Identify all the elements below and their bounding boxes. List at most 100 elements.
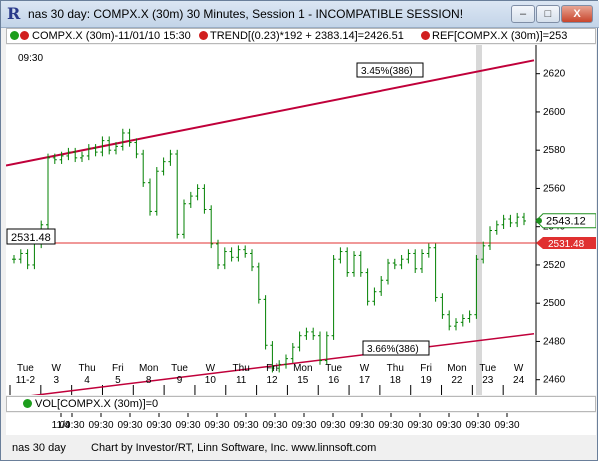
app-logo-icon: R bbox=[7, 4, 21, 23]
lower-pct-box bbox=[362, 340, 430, 356]
day-date-label: 5 bbox=[115, 375, 121, 386]
volume-dot-icon[interactable] bbox=[23, 399, 32, 408]
legend-trend-text[interactable]: TREND[(0.23)*192 + 2383.14]=2426.51 bbox=[210, 30, 404, 42]
time-tick-label: 09:30 bbox=[291, 420, 316, 431]
status-footer: nas 30 day Chart by Investor/RT, Linn So… bbox=[6, 437, 596, 457]
day-name-label: Tue bbox=[171, 363, 188, 374]
day-date-label: 3 bbox=[53, 375, 59, 386]
ref-dot-icon[interactable] bbox=[421, 31, 430, 40]
day-name-label: W bbox=[514, 363, 524, 374]
symbol-green-dot-icon[interactable] bbox=[10, 31, 19, 40]
volume-label[interactable]: VOL[COMPX.X (30m)]=0 bbox=[35, 398, 159, 410]
volume-pane[interactable]: VOL[COMPX.X (30m)]=0 bbox=[6, 396, 596, 412]
candlestick-series bbox=[12, 128, 526, 373]
last-price-marker bbox=[536, 217, 542, 224]
day-date-label: 23 bbox=[482, 375, 494, 386]
lower-pct-label: 3.66%(386) bbox=[367, 344, 419, 355]
day-date-label: 15 bbox=[297, 375, 309, 386]
day-date-label: 10 bbox=[205, 375, 217, 386]
trend-dot-icon[interactable] bbox=[199, 31, 208, 40]
day-date-label: 12 bbox=[266, 375, 278, 386]
day-name-label: Fri bbox=[420, 363, 432, 374]
title-bar[interactable]: R nas 30 day: COMPX.X (30m) 30 Minutes, … bbox=[1, 1, 599, 28]
time-tick-label: 09:30 bbox=[175, 420, 200, 431]
top-time-label: 09:30 bbox=[18, 53, 43, 64]
time-tick-label: 09:30 bbox=[88, 420, 113, 431]
legend-symbol-text[interactable]: COMPX.X (30m)-11/01/10 15:30 bbox=[32, 30, 191, 42]
price-tick-label: 2560 bbox=[543, 183, 566, 194]
price-chart[interactable]: 246024802500252025402560258026002620 09:… bbox=[5, 45, 597, 400]
day-date-label: 16 bbox=[328, 375, 340, 386]
price-tick-label: 2480 bbox=[543, 336, 566, 347]
day-date-label: 9 bbox=[177, 375, 183, 386]
time-tick-label: 09:30 bbox=[494, 420, 519, 431]
day-name-label: W bbox=[206, 363, 216, 374]
price-chart-pane[interactable]: 246024802500252025402560258026002620 09:… bbox=[5, 45, 597, 400]
time-tick-label: 09:30 bbox=[407, 420, 432, 431]
day-name-label: Mon bbox=[293, 363, 312, 374]
symbol-red-dot-icon[interactable] bbox=[20, 31, 29, 40]
minimize-button[interactable]: – bbox=[511, 5, 535, 23]
day-separators bbox=[9, 385, 504, 395]
legend-ref-text[interactable]: REF[COMPX.X (30m)]=253 bbox=[432, 30, 568, 42]
time-tick-label: 09:30 bbox=[320, 420, 345, 431]
day-labels: Tue11-2W3Thu4Fri5Mon8Tue9W10Thu11Fri12Mo… bbox=[16, 363, 525, 386]
day-name-label: Mon bbox=[447, 363, 466, 374]
ref-left-label: 2531.48 bbox=[11, 232, 51, 244]
day-date-label: 4 bbox=[84, 375, 90, 386]
price-tick-label: 2600 bbox=[543, 107, 566, 118]
chart-legend-bar: COMPX.X (30m)-11/01/10 15:30 TREND[(0.23… bbox=[6, 28, 596, 44]
day-name-label: Mon bbox=[139, 363, 158, 374]
ref-price-label: 2531.48 bbox=[548, 239, 585, 250]
footer-credit: Chart by Investor/RT, Linn Software, Inc… bbox=[91, 442, 377, 454]
time-tick-label: 09:30 bbox=[146, 420, 171, 431]
ref-price-tag bbox=[536, 236, 596, 249]
session-highlight-band bbox=[476, 45, 482, 395]
day-name-label: Fri bbox=[112, 363, 124, 374]
upper-pct-box bbox=[356, 62, 424, 78]
day-name-label: W bbox=[360, 363, 370, 374]
time-tick-label: 09:30 bbox=[59, 420, 84, 431]
day-name-label: Thu bbox=[233, 363, 250, 374]
day-name-label: Fri bbox=[266, 363, 278, 374]
time-tick-label: 09:30 bbox=[378, 420, 403, 431]
price-tick-label: 2620 bbox=[543, 69, 566, 80]
day-name-label: Tue bbox=[17, 363, 34, 374]
time-tick-label: 09:30 bbox=[233, 420, 258, 431]
day-date-label: 8 bbox=[146, 375, 152, 386]
price-tick-label: 2500 bbox=[543, 298, 566, 309]
day-date-label: 18 bbox=[390, 375, 402, 386]
day-date-label: 17 bbox=[359, 375, 371, 386]
upper-trend-line[interactable] bbox=[5, 59, 535, 167]
day-name-label: Tue bbox=[479, 363, 496, 374]
maximize-button[interactable]: □ bbox=[536, 5, 560, 23]
day-date-label: 22 bbox=[451, 375, 463, 386]
time-tick-label: 09:30 bbox=[436, 420, 461, 431]
day-date-label: 11 bbox=[236, 375, 247, 386]
time-tick-label: 09:30 bbox=[204, 420, 229, 431]
last-price-label: 2543.12 bbox=[546, 216, 586, 228]
day-name-label: W bbox=[52, 363, 62, 374]
window-title: nas 30 day: COMPX.X (30m) 30 Minutes, Se… bbox=[28, 7, 464, 21]
day-date-label: 24 bbox=[513, 375, 525, 386]
time-tick-label: 09:30 bbox=[465, 420, 490, 431]
time-tick-label: 09:30 bbox=[262, 420, 287, 431]
time-axis: 11/4 09:30 09:30 09:30 09:30 09:30 09:30 09:30 0… bbox=[6, 413, 596, 435]
upper-pct-label: 3.45%(386) bbox=[361, 66, 413, 77]
price-axis: 246024802500252025402560258026002620 bbox=[536, 69, 566, 386]
time-axis-svg: 11/409:30 09:30 09:30 09:30 09:30 09:30 09:30 0… bbox=[52, 413, 520, 431]
close-button[interactable]: X bbox=[561, 5, 593, 23]
footer-chart-name: nas 30 day bbox=[12, 442, 66, 454]
lower-trend-line[interactable] bbox=[5, 333, 535, 400]
day-date-label: 19 bbox=[421, 375, 433, 386]
time-tick-label: 09:30 bbox=[117, 420, 142, 431]
time-tick-label: 09:30 bbox=[349, 420, 374, 431]
day-date-label: 11-2 bbox=[16, 375, 36, 386]
price-tick-label: 2580 bbox=[543, 145, 566, 156]
day-name-label: Thu bbox=[78, 363, 95, 374]
day-name-label: Thu bbox=[387, 363, 404, 374]
price-tick-label: 2520 bbox=[543, 260, 566, 271]
price-tick-label: 2460 bbox=[543, 375, 566, 386]
day-name-label: Tue bbox=[325, 363, 342, 374]
